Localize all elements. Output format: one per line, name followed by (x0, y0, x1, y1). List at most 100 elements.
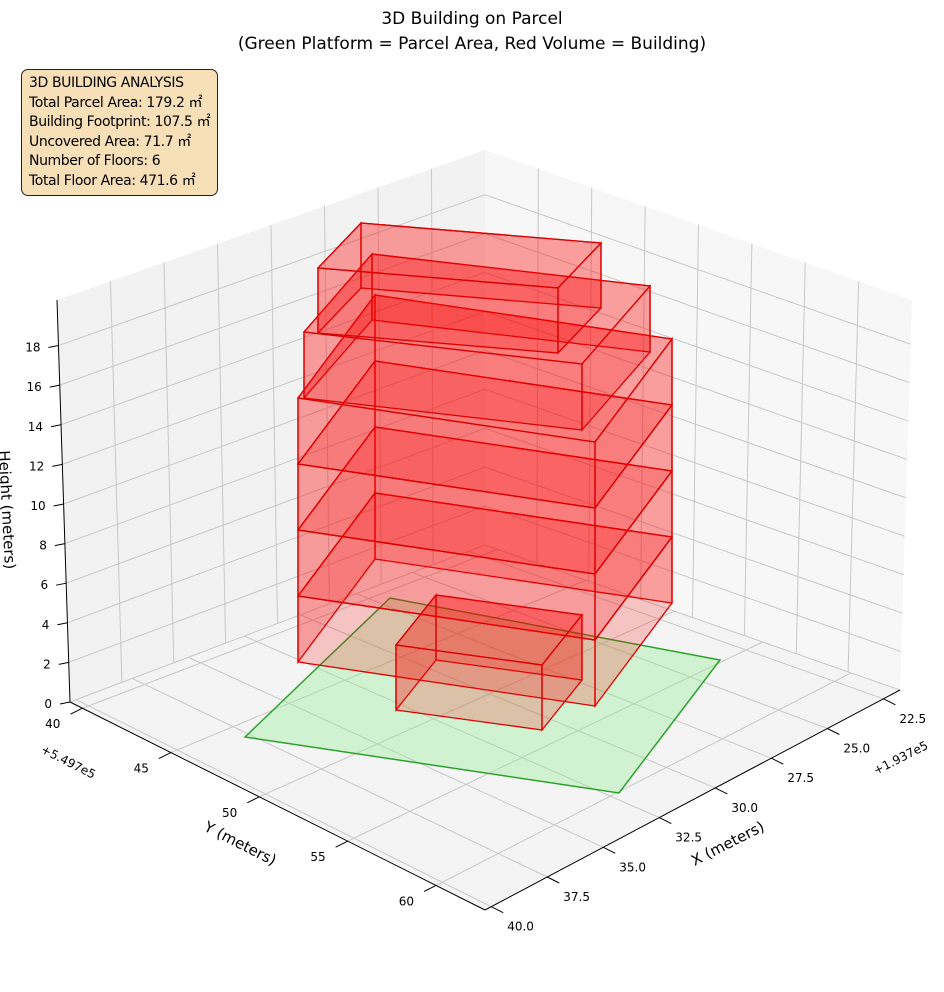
y-gridline (82, 548, 498, 709)
y-tick-label: 40 (45, 717, 60, 731)
z-tick-label: 8 (39, 539, 47, 553)
y-tick (70, 707, 83, 715)
x-tick-label: 22.5 (899, 712, 926, 726)
z-gridline (67, 466, 903, 624)
x-tick (659, 817, 672, 825)
x-gridline (132, 677, 548, 878)
z-gridline (64, 388, 905, 545)
x-gridline (412, 572, 828, 729)
wall-gridline (270, 224, 278, 624)
wall-gridline (217, 243, 227, 644)
info-line: Building Footprint: 107.5 ㎡ (29, 114, 211, 130)
z-tick-label: 0 (44, 697, 52, 711)
wall-gridline (377, 187, 382, 585)
x-tick-label: 30.0 (731, 801, 758, 815)
wall-gridline (692, 224, 699, 618)
y-tick-label: 60 (399, 894, 414, 908)
info-line: Total Floor Area: 471.6 ㎡ (29, 172, 196, 189)
building-annex (394, 594, 584, 666)
building-floor-6 (316, 222, 603, 289)
z-gridline (63, 349, 907, 505)
x-tick (603, 846, 616, 854)
info-line: Total Parcel Area: 179.2 ㎡ (29, 94, 203, 111)
wall-gridline (743, 243, 753, 636)
x-tick-label: 37.5 (563, 890, 590, 904)
z-tick-label: 14 (28, 420, 43, 434)
wall-gridline (324, 206, 330, 604)
y-tick (423, 885, 437, 892)
z-tick-label: 12 (29, 459, 44, 473)
z-gridline (68, 505, 902, 663)
info-line: Number of Floors: 6 (29, 153, 161, 169)
z-tick (52, 463, 63, 467)
wall-gridline (640, 206, 646, 600)
z-tick-label: 2 (43, 657, 51, 671)
x-gridline (188, 656, 604, 848)
chart-title: 3D Building on Parcel (381, 9, 562, 29)
y-gridline (170, 579, 587, 754)
x-tick (547, 876, 560, 884)
wall-gridline (431, 168, 434, 565)
z-tick-label: 16 (26, 380, 41, 394)
x-gridline (300, 614, 716, 789)
y-tick (158, 752, 172, 759)
floor-pane (70, 545, 900, 910)
right-pane (485, 150, 912, 690)
wall-gridline (795, 262, 806, 654)
z-tick-label: 18 (25, 341, 40, 355)
wall-gridline (110, 281, 123, 683)
wall-gridline (536, 168, 539, 564)
x-tick-label: 32.5 (675, 831, 702, 845)
y-axis-line (69, 701, 486, 911)
z-tick-label: 6 (41, 578, 49, 592)
y-offset-label: +5.497e5 (39, 742, 98, 781)
z-tick (58, 661, 69, 665)
info-title: 3D BUILDING ANALYSIS (29, 75, 184, 91)
z-tick (49, 384, 60, 388)
x-gridline (244, 635, 660, 819)
z-tick (56, 582, 67, 586)
analysis-info-box: 3D BUILDING ANALYSIS Total Parcel Area: … (21, 69, 219, 196)
x-tick-label: 25.0 (843, 742, 870, 756)
x-tick (715, 787, 728, 795)
z-gridline (69, 544, 901, 703)
z-tick-label: 4 (42, 618, 50, 632)
y-axis-label: Y (meters) (200, 817, 279, 869)
z-tick (50, 424, 62, 428)
x-offset-label: +1.937e5 (871, 738, 930, 777)
x-tick (771, 757, 784, 765)
y-tick-label: 55 (310, 850, 325, 864)
y-tick (247, 796, 260, 804)
x-gridline (76, 699, 492, 908)
left-pane (57, 150, 485, 702)
x-gridline (468, 550, 884, 700)
x-tick (491, 906, 504, 914)
parcel-platform (243, 597, 722, 794)
x-tick-label: 35.0 (619, 860, 646, 874)
y-gridline (347, 641, 763, 842)
z-gridline (65, 427, 904, 584)
z-gridline (60, 272, 909, 426)
x-tick-label: 27.5 (787, 771, 814, 785)
x-tick (827, 728, 840, 735)
y-gridline (259, 610, 675, 798)
z-axis-label: Height (meters) (0, 450, 19, 570)
wall-gridline (847, 281, 860, 672)
y-tick-label: 45 (134, 762, 149, 776)
z-gridline (58, 194, 911, 347)
z-tick (57, 622, 68, 626)
z-tick (54, 543, 65, 547)
z-axis-line (56, 299, 71, 703)
y-gridline (435, 672, 852, 886)
z-tick (59, 701, 71, 705)
chart-subtitle: (Green Platform = Parcel Area, Red Volum… (238, 34, 706, 54)
z-tick (48, 345, 59, 349)
y-tick (335, 840, 348, 848)
x-gridline (356, 593, 772, 759)
info-line: Uncovered Area: 71.7 ㎡ (29, 133, 191, 150)
wall-gridline (163, 262, 175, 663)
z-tick-label: 10 (30, 499, 45, 513)
x-tick (883, 698, 896, 706)
